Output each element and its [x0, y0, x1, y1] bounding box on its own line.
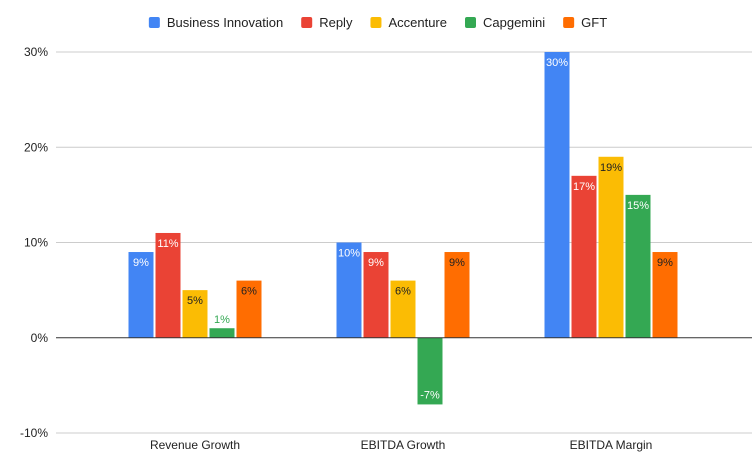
data-label-accenture-revenue-growth: 5% [187, 295, 203, 307]
data-label-capgemini-ebitda-growth: -7% [420, 389, 440, 401]
bar-accenture-ebitda-margin [598, 156, 624, 338]
bar-capgemini-ebitda-margin [625, 194, 651, 338]
legend-item-business-innovation: Business Innovation [148, 15, 283, 30]
data-label-capgemini-revenue-growth: 1% [214, 314, 230, 326]
x-category-ebitda-growth: EBITDA Growth [361, 438, 446, 452]
data-label-business-innovation-revenue-growth: 9% [133, 257, 149, 269]
bar-reply-ebitda-growth [363, 252, 389, 338]
bar-gft-revenue-growth [236, 280, 262, 338]
data-label-reply-ebitda-growth: 9% [368, 257, 384, 269]
legend-item-accenture: Accenture [370, 15, 447, 30]
bar-reply-revenue-growth [155, 232, 181, 338]
legend-swatch-reply [301, 17, 313, 28]
y-tick-label: -10% [20, 426, 48, 440]
legend-label-accenture: Accenture [388, 15, 447, 30]
legend-item-gft: GFT [563, 15, 607, 30]
bar-capgemini-ebitda-growth [417, 337, 443, 405]
y-tick-label: 0% [31, 331, 49, 345]
bar-capgemini-revenue-growth [209, 328, 235, 338]
data-label-capgemini-ebitda-margin: 15% [627, 200, 649, 212]
legend-item-capgemini: Capgemini [465, 15, 545, 30]
bar-business-innovation-revenue-growth [128, 252, 154, 338]
legend-swatch-accenture [370, 17, 382, 28]
bar-business-innovation-ebitda-growth [336, 242, 362, 338]
data-label-gft-ebitda-growth: 9% [449, 257, 465, 269]
data-label-business-innovation-ebitda-growth: 10% [338, 248, 360, 260]
legend-swatch-gft [563, 17, 575, 28]
bar-accenture-ebitda-growth [390, 280, 416, 338]
data-label-business-innovation-ebitda-margin: 30% [546, 57, 568, 69]
bar-accenture-revenue-growth [182, 290, 208, 338]
legend-swatch-business-innovation [148, 17, 160, 28]
data-label-accenture-ebitda-margin: 19% [600, 162, 622, 174]
legend-label-gft: GFT [581, 15, 607, 30]
bar-business-innovation-ebitda-margin [544, 52, 570, 338]
legend-item-reply: Reply [301, 15, 353, 30]
legend-label-business-innovation: Business Innovation [167, 15, 283, 30]
bar-gft-ebitda-growth [444, 252, 470, 338]
data-label-reply-ebitda-margin: 17% [573, 181, 595, 193]
x-category-revenue-growth: Revenue Growth [150, 438, 240, 452]
data-labels: 9% 11% 5% 1% 6% 10% 9% 6% -7% 9% 30% 17% 19% 15% 9% [133, 57, 673, 401]
x-axis-categories: Revenue Growth EBITDA Growth EBITDA Margin [150, 438, 652, 452]
legend-swatch-capgemini [465, 17, 476, 28]
data-label-reply-revenue-growth: 11% [157, 238, 178, 250]
bar-reply-ebitda-margin [571, 175, 597, 338]
data-label-gft-revenue-growth: 6% [241, 286, 257, 298]
bars [128, 52, 678, 405]
legend-label-reply: Reply [319, 15, 353, 30]
y-tick-label: 20% [24, 140, 48, 154]
y-tick-label: 30% [24, 45, 48, 59]
data-label-accenture-ebitda-growth: 6% [395, 286, 411, 298]
x-category-ebitda-margin: EBITDA Margin [570, 438, 653, 452]
y-tick-label: 10% [24, 236, 48, 250]
legend: Business Innovation Reply Accenture Capgemi… [148, 15, 607, 30]
y-axis-ticks: 30% 20% 10% 0% -10% [20, 45, 48, 440]
legend-label-capgemini: Capgemini [483, 15, 545, 30]
data-label-gft-ebitda-margin: 9% [657, 257, 673, 269]
bar-gft-ebitda-margin [652, 252, 678, 338]
